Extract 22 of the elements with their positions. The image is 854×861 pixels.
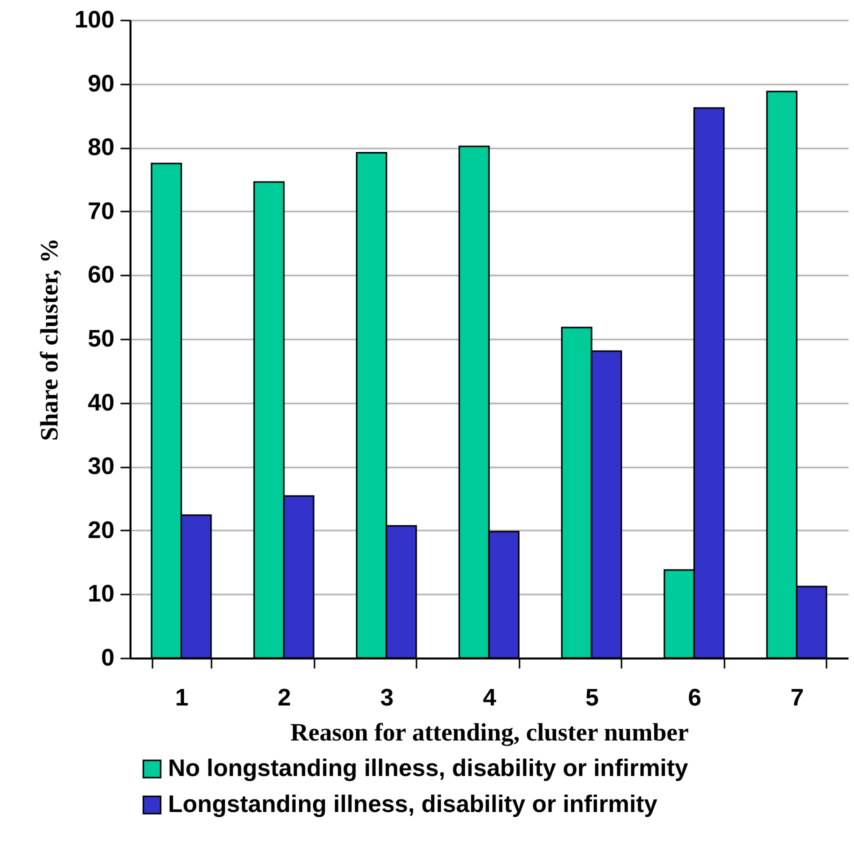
y-tick-label: 40 — [88, 389, 114, 416]
y-tick-label: 100 — [74, 6, 114, 34]
y-tick-label: 90 — [88, 70, 114, 98]
legend-label: Longstanding illness, disability or infirmity — [168, 791, 658, 818]
x-tick-label: 2 — [278, 684, 292, 712]
x-tick-label: 5 — [585, 684, 599, 712]
y-tick-label: 0 — [101, 644, 114, 672]
x-tick-label: 3 — [380, 684, 394, 712]
y-tick-label: 50 — [88, 326, 114, 352]
x-tick-label: 1 — [175, 684, 188, 712]
y-tick-label: 10 — [88, 580, 114, 608]
y-tick-label: 30 — [88, 453, 114, 480]
y-tick-label: 70 — [88, 198, 114, 225]
y-axis-title: Share of cluster, % — [36, 238, 64, 441]
legend-label: No longstanding illness, disability or infirmity — [168, 755, 689, 782]
x-axis-title: Reason for attending, cluster number — [290, 720, 689, 746]
y-tick-label: 80 — [88, 134, 114, 162]
y-tick-label: 60 — [88, 262, 114, 289]
x-tick-label: 4 — [482, 684, 497, 712]
x-tick-label: 6 — [688, 684, 702, 712]
y-tick-label: 20 — [88, 516, 114, 544]
x-tick-label: 7 — [790, 684, 804, 712]
